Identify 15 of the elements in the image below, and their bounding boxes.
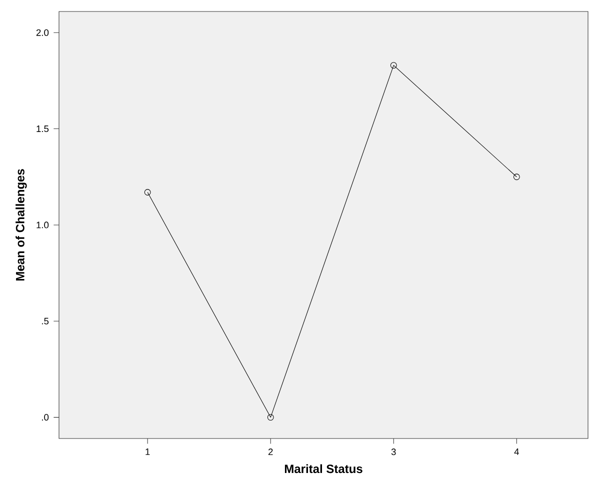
point [144, 189, 151, 196]
y-tick-label: .0 [42, 414, 49, 421]
point [267, 414, 274, 421]
x-axis-title: Marital Status [284, 464, 362, 474]
y-tick-label: 1.5 [36, 126, 49, 132]
y-tick-label: .5 [42, 318, 49, 324]
x-tick-label: 4 [514, 448, 519, 455]
y-tick-label: 2.0 [36, 29, 49, 36]
point [390, 62, 397, 69]
x-tick-label: 2 [268, 448, 273, 456]
y-tick-label: 1.0 [36, 222, 49, 228]
y-axis-title: Mean of Challenges [16, 169, 27, 281]
point [513, 174, 520, 180]
x-tick-label: 3 [391, 448, 396, 456]
x-tick-label: 1 [146, 448, 150, 455]
